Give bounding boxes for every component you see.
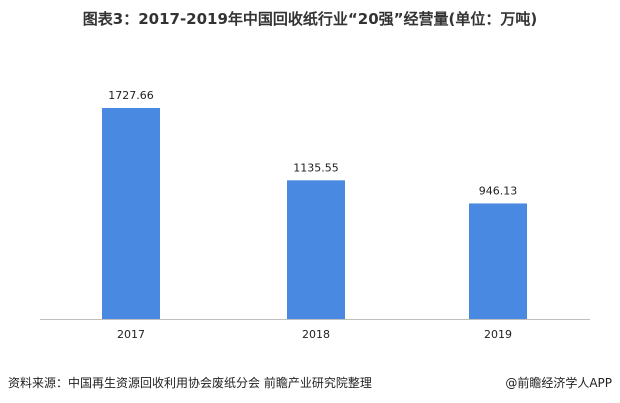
x-tick-label: 2017 [117,328,145,341]
bar-2018 [287,180,345,319]
chart-title: 图表3：2017-2019年中国回收纸行业“20强”经营量(单位：万吨) [82,10,538,28]
bar-2017 [102,108,160,319]
x-tick-label: 2019 [484,328,512,341]
data-label: 946.13 [479,184,518,197]
data-label: 1727.66 [108,89,154,102]
source-note: 资料来源：中国再生资源回收利用协会废纸分会 前瞻产业研究院整理 [8,376,372,390]
credit-note: @前瞻经济学人APP [505,376,612,390]
x-tick-label: 2018 [302,328,330,341]
data-label: 1135.55 [293,161,339,174]
bar-2019 [469,203,527,319]
